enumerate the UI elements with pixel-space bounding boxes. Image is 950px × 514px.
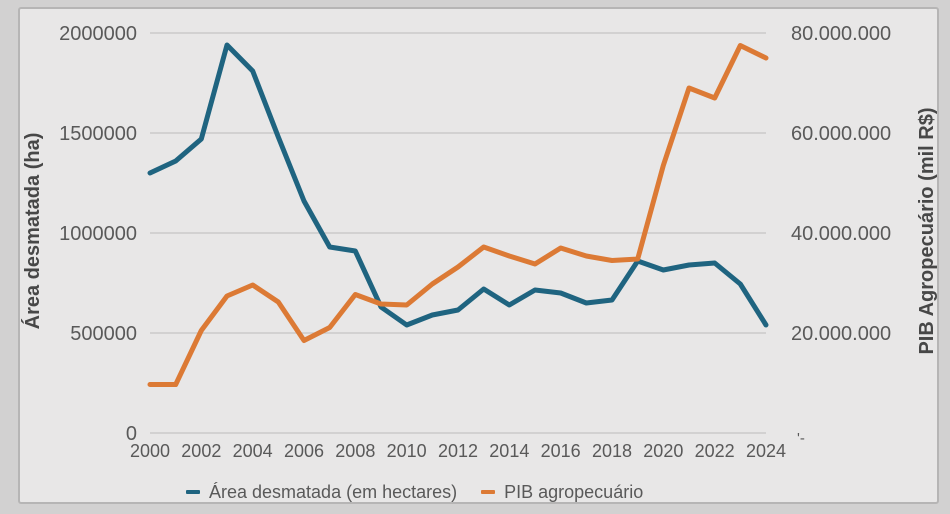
legend-dash-icon bbox=[186, 490, 200, 494]
x-axis-tick-label: 2024 bbox=[746, 441, 786, 461]
x-axis-tick-label: 2002 bbox=[181, 441, 221, 461]
legend-label-area-desmatada: Área desmatada (em hectares) bbox=[209, 481, 458, 502]
right-axis-zero-tick-label: '- bbox=[797, 430, 805, 447]
left-axis-tick-label: 2000000 bbox=[59, 23, 137, 45]
right-axis-tick-label: 40.000.000 bbox=[791, 223, 891, 245]
right-axis-title: PIB Agropecuário (mil R$) bbox=[916, 107, 938, 355]
x-axis-tick-label: 2016 bbox=[541, 441, 581, 461]
x-axis-tick-label: 2010 bbox=[387, 441, 427, 461]
legend-dash-icon bbox=[481, 490, 496, 494]
x-axis-tick-label: 2018 bbox=[592, 441, 632, 461]
x-axis-tick-label: 2000 bbox=[130, 441, 170, 461]
left-axis-tick-label: 1000000 bbox=[59, 223, 137, 245]
x-axis-tick-label: 2012 bbox=[438, 441, 478, 461]
legend-item-pib-agropecuario: PIB agropecuário bbox=[481, 482, 643, 503]
x-axis-tick-label: 2006 bbox=[284, 441, 324, 461]
right-axis-tick-label: 80.000.000 bbox=[791, 23, 891, 45]
legend-label-pib-agropecuario: PIB agropecuário bbox=[504, 481, 644, 502]
x-axis-tick-label: 2020 bbox=[643, 441, 683, 461]
chart-panel bbox=[18, 7, 939, 504]
legend-item-area-desmatada: Área desmatada (em hectares) bbox=[186, 482, 457, 503]
chart-legend: Área desmatada (em hectares) PIB agropec… bbox=[186, 481, 643, 503]
left-axis-tick-label: 0 bbox=[126, 423, 137, 445]
right-axis-tick-label: 60.000.000 bbox=[791, 123, 891, 145]
right-axis-tick-label: 20.000.000 bbox=[791, 323, 891, 345]
x-axis-tick-label: 2014 bbox=[489, 441, 529, 461]
x-axis-tick-label: 2022 bbox=[695, 441, 735, 461]
series-line-0 bbox=[147, 42, 769, 328]
left-axis-tick-label: 1500000 bbox=[59, 123, 137, 145]
x-axis-tick-label: 2008 bbox=[335, 441, 375, 461]
left-axis-title: Área desmatada (ha) bbox=[22, 132, 44, 330]
x-axis-tick-label: 2004 bbox=[233, 441, 273, 461]
left-axis-tick-label: 500000 bbox=[70, 323, 137, 345]
series-line-1 bbox=[147, 43, 769, 387]
